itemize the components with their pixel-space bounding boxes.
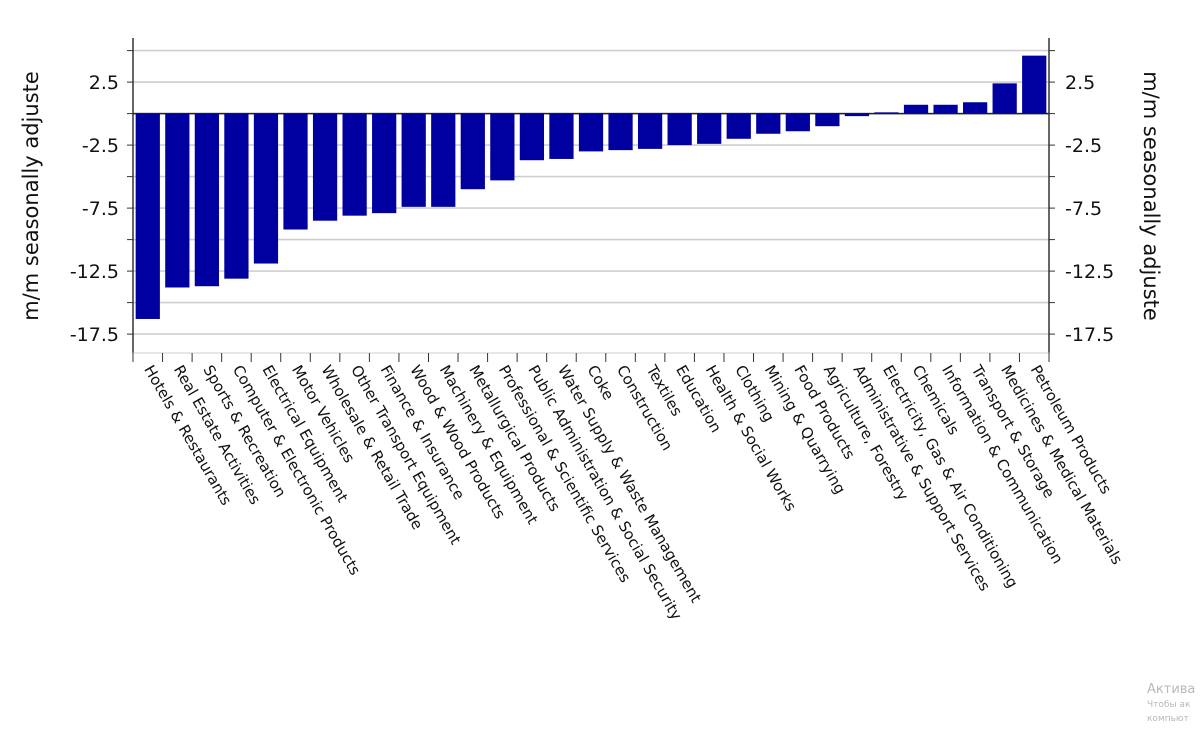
- bar-wholesale-retail-trade: [312, 113, 338, 221]
- y-tick-label-left: -2.5: [82, 135, 119, 157]
- y-tick-label-left: -7.5: [82, 198, 119, 220]
- tick-labels: 2.5 2.5 -2.5 -2.5 -7.5 -7.5 -12.5 -12.5 -17.5 -17…: [70, 72, 1114, 346]
- bar-information-communication: [933, 104, 958, 114]
- bar-medicines-medical-materials: [992, 83, 1017, 114]
- bar-real-estate-activities: [165, 113, 190, 288]
- bar-hotels-restaurants: [135, 113, 160, 319]
- bar-electrical-equipment: [253, 113, 279, 264]
- y-tick-label-right: -17.5: [1065, 324, 1114, 346]
- y-axis-title-left: m/m seasonally adjuste: [19, 71, 43, 321]
- bar-chemicals: [903, 104, 929, 114]
- y-tick-label-left: 2.5: [89, 72, 119, 94]
- bar-professional-scientific-services: [490, 113, 515, 181]
- bar-administrative-support-services: [844, 113, 870, 117]
- bar-computer-electronic-products: [224, 113, 249, 279]
- y-tick-label-right: 2.5: [1065, 72, 1095, 94]
- bar-petroleum-products: [1022, 55, 1047, 114]
- bar-metallurgical-products: [460, 113, 485, 190]
- bar-mining-quarrying: [756, 113, 781, 134]
- bar-electricity-gas-air-conditioning: [874, 112, 899, 114]
- bar-finance-insurance: [372, 113, 397, 214]
- y-tick-label-right: -2.5: [1065, 135, 1102, 157]
- bar-construction: [608, 113, 633, 151]
- bar-other-transport-equipment: [342, 113, 367, 216]
- bar-sports-recreation: [194, 113, 219, 287]
- bar-motor-vehicles: [283, 113, 308, 230]
- bars: [135, 55, 1047, 319]
- y-tick-label-right: -12.5: [1065, 261, 1114, 283]
- watermark-line-2: Чтобы ак: [1147, 700, 1191, 710]
- bar-wood-wood-products: [401, 113, 426, 207]
- bar-water-supply-waste-management: [549, 113, 574, 159]
- bar-education: [667, 113, 692, 146]
- watermark-line-3: компьют: [1147, 714, 1189, 724]
- bar-health-social-works: [697, 113, 722, 144]
- bar-public-administration-social-security: [519, 113, 545, 161]
- bar-coke: [578, 113, 604, 152]
- bar-machinery-equipment: [431, 113, 456, 207]
- bar-clothing: [726, 113, 751, 139]
- bar-food-products: [785, 113, 810, 132]
- y-tick-label-left: -12.5: [70, 261, 119, 283]
- axes: [127, 38, 1055, 362]
- y-tick-label-right: -7.5: [1065, 198, 1102, 220]
- bar-agriculture-forestry: [815, 113, 840, 127]
- bar-transport-storage: [963, 102, 988, 114]
- bar-textiles: [637, 113, 663, 149]
- y-tick-label-left: -17.5: [70, 324, 119, 346]
- category-label: Medicines & Medical Materials: [997, 362, 1126, 568]
- y-axis-title-right: m/m seasonally adjuste: [1139, 71, 1163, 321]
- watermark-line-1: Актива: [1147, 682, 1196, 697]
